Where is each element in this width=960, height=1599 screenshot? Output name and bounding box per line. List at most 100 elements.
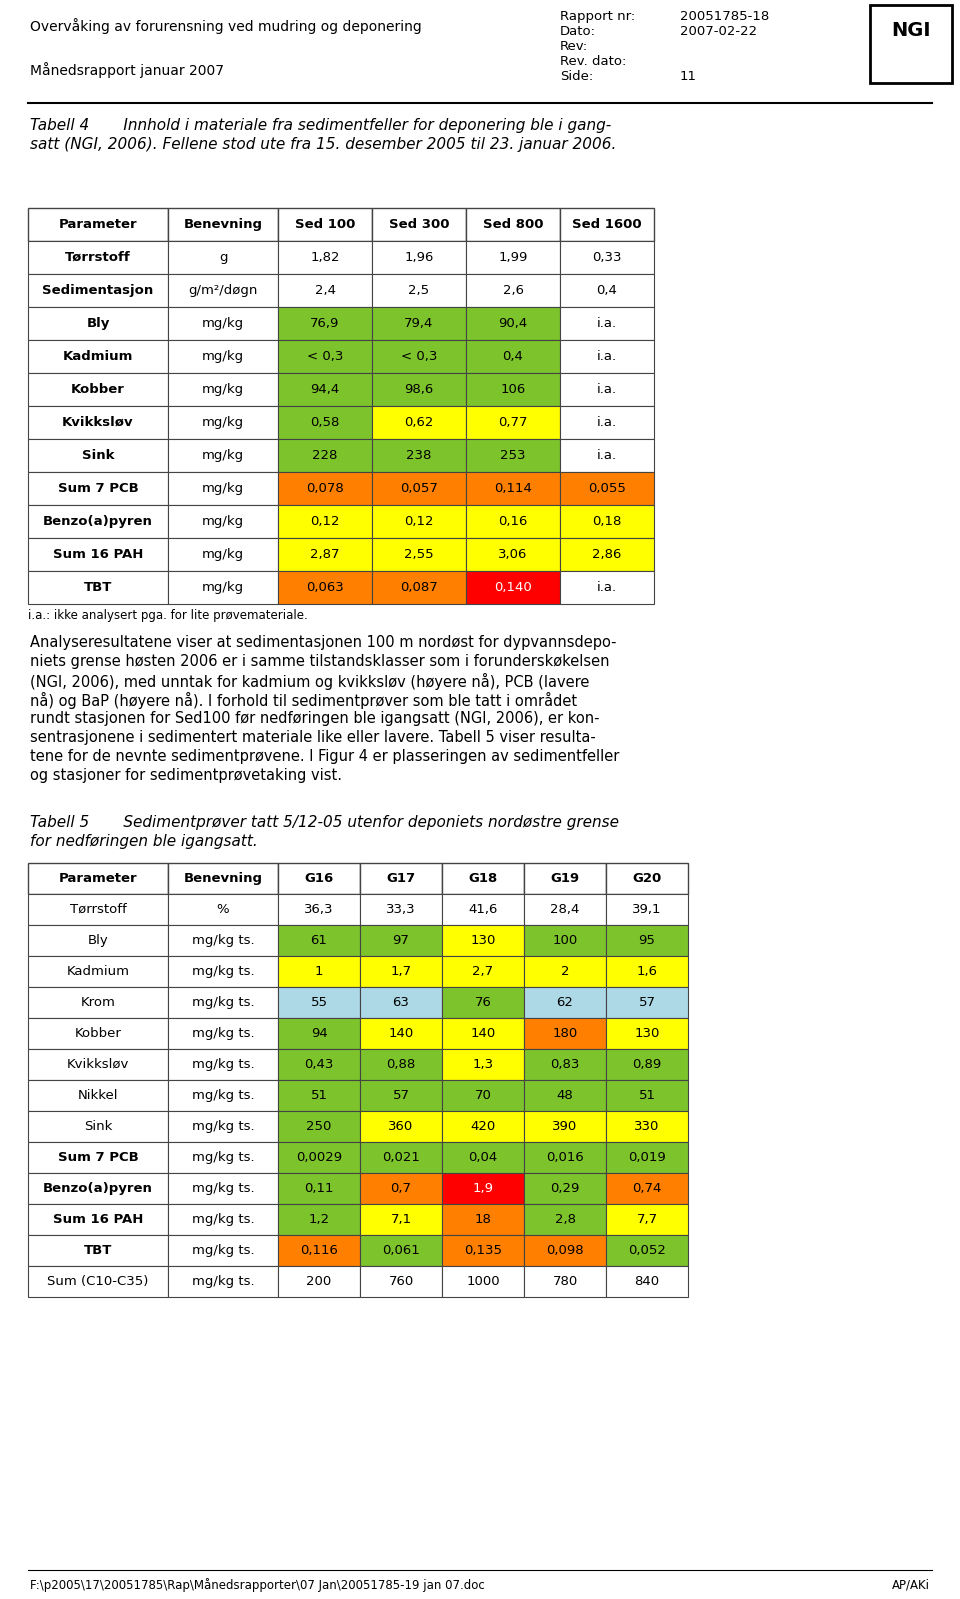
Bar [278,956,360,987]
Bar [28,537,168,571]
Bar [28,1111,168,1142]
Bar [28,373,168,406]
Bar [442,1019,524,1049]
Text: 57: 57 [638,996,656,1009]
Text: 390: 390 [552,1119,578,1134]
Text: 360: 360 [389,1119,414,1134]
Bar [360,1234,442,1266]
Text: Kobber: Kobber [75,1027,121,1039]
Text: Parameter: Parameter [59,217,137,230]
Text: (NGI, 2006), med unntak for kadmium og kvikksløv (høyere nå), PCB (lavere: (NGI, 2006), med unntak for kadmium og k… [30,673,589,691]
Bar [372,472,466,505]
Text: rundt stasjonen for Sed100 før nedføringen ble igangsatt (NGI, 2006), er kon-: rundt stasjonen for Sed100 før nedføring… [30,712,599,726]
Text: Sink: Sink [82,449,114,462]
Bar [278,894,360,924]
Bar [372,406,466,440]
Bar [372,537,466,571]
Bar [560,341,654,373]
Bar [560,537,654,571]
Text: 0,16: 0,16 [498,515,528,528]
Bar [168,1204,278,1234]
Text: Tabell 4       Innhold i materiale fra sedimentfeller for deponering ble i gang-: Tabell 4 Innhold i materiale fra sedimen… [30,118,612,133]
Text: mg/kg ts.: mg/kg ts. [192,1182,254,1194]
Text: Dato:: Dato: [560,26,596,38]
Bar [278,472,372,505]
Text: 228: 228 [312,449,338,462]
Text: Sed 800: Sed 800 [483,217,543,230]
Bar [278,505,372,537]
Text: 61: 61 [311,934,327,947]
Text: 0,12: 0,12 [404,515,434,528]
Bar [372,571,466,604]
Text: 98,6: 98,6 [404,384,434,397]
Bar [560,406,654,440]
Text: mg/kg: mg/kg [202,548,244,561]
Bar [168,208,278,241]
Text: mg/kg: mg/kg [202,515,244,528]
Bar [28,1204,168,1234]
Text: g/m²/døgn: g/m²/døgn [188,285,257,297]
Bar [28,863,168,894]
Bar [278,341,372,373]
Bar [28,307,168,341]
Bar [442,1204,524,1234]
Text: 3,06: 3,06 [498,548,528,561]
Text: Sed 100: Sed 100 [295,217,355,230]
Text: mg/kg: mg/kg [202,317,244,329]
Bar [442,863,524,894]
Bar [606,956,688,987]
Bar [606,1234,688,1266]
Text: 0,88: 0,88 [386,1059,416,1071]
Text: 51: 51 [310,1089,327,1102]
Text: 130: 130 [635,1027,660,1039]
Bar [466,571,560,604]
Bar [168,1174,278,1204]
Bar [442,1234,524,1266]
Text: satt (NGI, 2006). Fellene stod ute fra 15. desember 2005 til 23. januar 2006.: satt (NGI, 2006). Fellene stod ute fra 1… [30,138,616,152]
Bar [278,1142,360,1174]
Text: 420: 420 [470,1119,495,1134]
Bar [278,537,372,571]
Bar [28,472,168,505]
Bar [524,894,606,924]
Bar [560,241,654,273]
Bar [28,924,168,956]
Text: 51: 51 [638,1089,656,1102]
Bar [28,1266,168,1297]
Text: 840: 840 [635,1274,660,1289]
Text: NGI: NGI [891,21,931,40]
Text: 0,62: 0,62 [404,416,434,429]
Text: nå) og BaP (høyere nå). I forhold til sedimentprøver som ble tatt i området: nå) og BaP (høyere nå). I forhold til se… [30,692,577,708]
Bar [168,1266,278,1297]
Bar [168,406,278,440]
Bar [278,1174,360,1204]
Text: 2,5: 2,5 [408,285,429,297]
Bar [466,406,560,440]
Text: 0,77: 0,77 [498,416,528,429]
Bar [442,924,524,956]
Bar [168,241,278,273]
Text: 70: 70 [474,1089,492,1102]
Text: Rev. dato:: Rev. dato: [560,54,626,69]
Bar [560,472,654,505]
Bar [28,1234,168,1266]
Text: og stasjoner for sedimentprøvetaking vist.: og stasjoner for sedimentprøvetaking vis… [30,768,342,784]
Text: mg/kg: mg/kg [202,580,244,593]
Text: Sum 16 PAH: Sum 16 PAH [53,1214,143,1226]
Text: 18: 18 [474,1214,492,1226]
Text: Kadmium: Kadmium [66,966,130,979]
Bar [28,1019,168,1049]
Bar [278,373,372,406]
Text: 1,99: 1,99 [498,251,528,264]
Bar [606,987,688,1019]
Bar [524,1234,606,1266]
Text: Kvikksløv: Kvikksløv [67,1059,130,1071]
Text: 0,58: 0,58 [310,416,340,429]
Bar [442,1174,524,1204]
Text: 0,11: 0,11 [304,1182,334,1194]
Bar [28,894,168,924]
Text: mg/kg ts.: mg/kg ts. [192,1089,254,1102]
Bar [560,307,654,341]
Bar [524,987,606,1019]
Bar [560,505,654,537]
